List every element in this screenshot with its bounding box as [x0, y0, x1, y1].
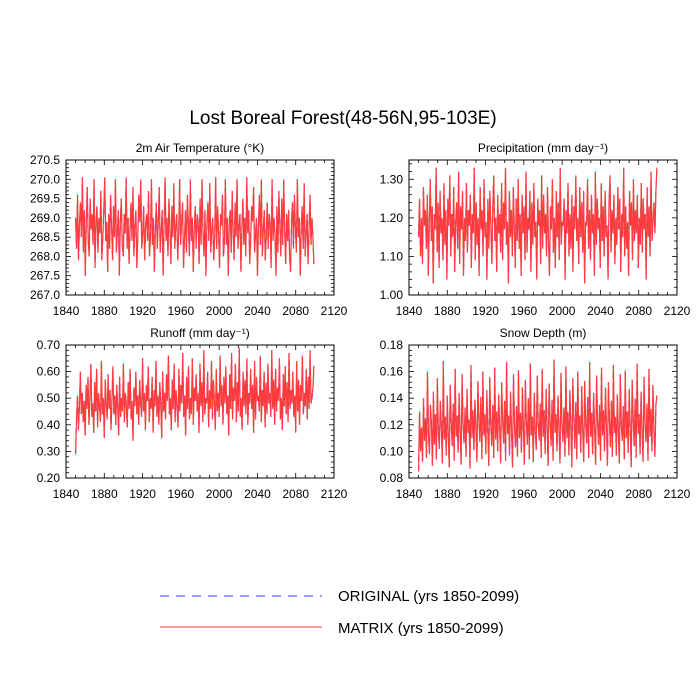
x-tick-label: 2000: [206, 487, 233, 501]
chart-panels: 2m Air Temperature (°K) 1840 1880 1920 1960 2…: [30, 141, 691, 501]
chart-snow-depth: Snow Depth (m) 1840 1880 1920 1960 2000 2040 20…: [380, 326, 691, 501]
x-tick-label: 1920: [129, 304, 156, 318]
x-tick-label: 2080: [282, 304, 309, 318]
x-tick-label: 1880: [91, 487, 118, 501]
y-tick-label: 269.0: [30, 211, 60, 225]
y-tick-label: 0.30: [37, 444, 61, 458]
x-tick-label: 1920: [472, 487, 499, 501]
x-tick-label: 2080: [625, 487, 652, 501]
x-tick-label: 1840: [53, 304, 80, 318]
x-tick-label: 2040: [244, 487, 271, 501]
x-tick-label: 1960: [511, 304, 538, 318]
x-tick-label: 1880: [434, 304, 461, 318]
y-tick-label: 269.5: [30, 192, 60, 206]
y-tick-label: 1.00: [380, 288, 404, 302]
x-tick-label: 2000: [549, 487, 576, 501]
y-tick-label: 267.5: [30, 269, 60, 283]
y-tick-label: 0.16: [380, 365, 404, 379]
chart-temperature: 2m Air Temperature (°K) 1840 1880 1920 1960 2…: [30, 141, 348, 318]
x-tick-label: 2080: [282, 487, 309, 501]
x-tick-label: 2000: [206, 304, 233, 318]
y-tick-label: 1.10: [380, 249, 404, 263]
y-tick-label: 0.14: [380, 391, 404, 405]
x-tick-label: 1880: [434, 487, 461, 501]
y-tick-label: 0.70: [37, 338, 61, 352]
x-tick-label: 2120: [664, 304, 691, 318]
x-tick-label: 2120: [664, 487, 691, 501]
x-tick-label: 2080: [625, 304, 652, 318]
x-tick-label: 1960: [168, 304, 195, 318]
x-tick-label: 2000: [549, 304, 576, 318]
legend-original-label: ORIGINAL (yrs 1850-2099): [338, 588, 519, 605]
x-tick-label: 1960: [168, 487, 195, 501]
chart-title: Snow Depth (m): [500, 326, 587, 340]
figure-title: Lost Boreal Forest(48-56N,95-103E): [189, 108, 496, 129]
y-tick-label: 0.50: [37, 391, 61, 405]
y-tick-label: 1.30: [380, 172, 404, 186]
y-tick-label: 0.60: [37, 365, 61, 379]
x-tick-label: 1920: [472, 304, 499, 318]
x-tick-label: 1840: [396, 487, 423, 501]
legend-matrix-label: MATRIX (yrs 1850-2099): [338, 620, 504, 637]
x-tick-label: 2040: [587, 304, 614, 318]
chart-precipitation: Precipitation (mm day⁻¹) 1840 1880 1920 1960…: [380, 141, 691, 318]
y-tick-label: 0.08: [380, 471, 404, 485]
x-tick-label: 1840: [53, 487, 80, 501]
x-tick-label: 2120: [321, 304, 348, 318]
series-matrix-line: [74, 347, 315, 455]
y-tick-label: 0.18: [380, 338, 404, 352]
x-tick-label: 1880: [91, 304, 118, 318]
series-matrix-line: [74, 177, 315, 276]
chart-title: Runoff (mm day⁻¹): [150, 326, 249, 340]
series-matrix-line: [417, 359, 658, 472]
y-tick-label: 268.0: [30, 249, 60, 263]
x-tick-label: 2040: [587, 487, 614, 501]
x-tick-label: 1840: [396, 304, 423, 318]
legend: ORIGINAL (yrs 1850-2099) MATRIX (yrs 185…: [160, 588, 519, 637]
y-tick-label: 0.20: [37, 471, 61, 485]
chart-runoff: Runoff (mm day⁻¹) 1840 1880 1920 1960 2000 204…: [37, 326, 348, 501]
y-tick-label: 0.40: [37, 418, 61, 432]
x-tick-label: 1960: [511, 487, 538, 501]
y-tick-label: 270.0: [30, 172, 60, 186]
chart-title: 2m Air Temperature (°K): [136, 141, 265, 155]
x-tick-label: 1920: [129, 487, 156, 501]
y-tick-label: 0.10: [380, 444, 404, 458]
series-matrix-line: [417, 167, 658, 284]
y-tick-label: 1.20: [380, 211, 404, 225]
y-tick-label: 0.12: [380, 418, 404, 432]
chart-title: Precipitation (mm day⁻¹): [478, 141, 608, 155]
y-tick-label: 270.5: [30, 153, 60, 167]
y-tick-label: 268.5: [30, 230, 60, 244]
y-tick-label: 267.0: [30, 288, 60, 302]
x-tick-label: 2120: [321, 487, 348, 501]
x-tick-label: 2040: [244, 304, 271, 318]
